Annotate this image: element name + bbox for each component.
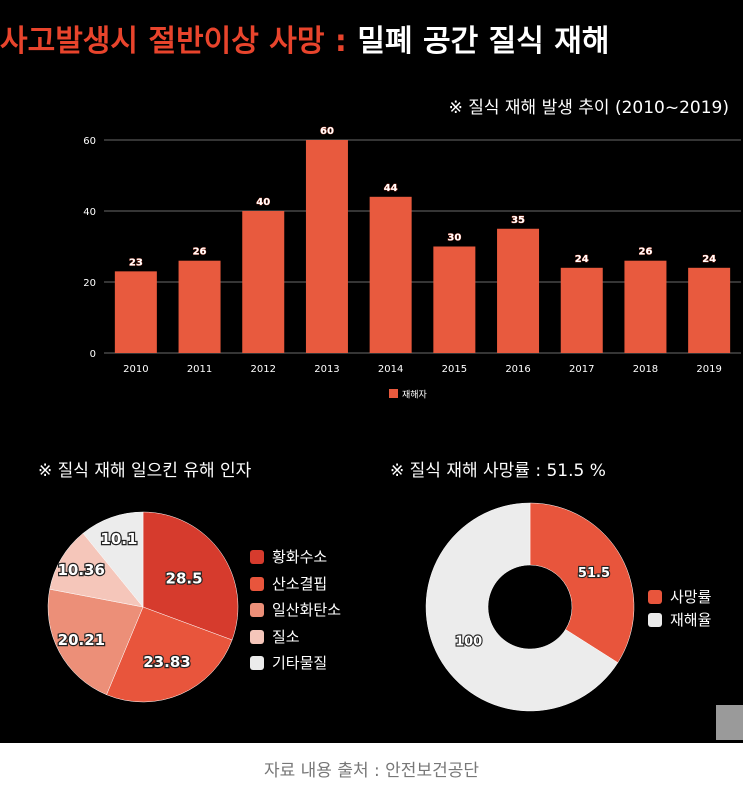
bar-value-label-2016: 35 <box>511 215 525 226</box>
charts-canvas: 0 20 40 60 23 2010 26 2011 40 2012 60 2013 44 2014 30 2… <box>47 126 741 712</box>
bar-legend-label: 재해자 <box>402 390 428 401</box>
x-tick-label-2016: 2016 <box>505 364 530 375</box>
bar-value-label-2010: 23 <box>129 257 143 268</box>
pie-legend-item-3-swatch <box>250 629 264 644</box>
donut-value-label-0: 51.5 <box>578 566 610 581</box>
pie-legend-item-0-swatch <box>250 550 264 564</box>
pie-value-label-3: 10.36 <box>57 561 104 579</box>
bar-value-label-2017: 24 <box>575 254 589 265</box>
bar-2017 <box>560 267 603 353</box>
x-tick-label-2012: 2012 <box>251 364 276 375</box>
pie-legend-item-1-swatch <box>250 576 264 591</box>
pie-value-label-0: 28.5 <box>166 569 203 587</box>
x-tick-label-2010: 2010 <box>123 364 148 375</box>
pie-slice-2 <box>47 588 144 696</box>
y-tick-label-2: 40 <box>83 207 96 218</box>
donut-slice-0 <box>529 502 635 664</box>
pie-slice-3 <box>49 532 144 608</box>
headline-white-part: 밀폐 공간 질식 재해 <box>357 24 610 59</box>
pie-legend-item-4-swatch <box>250 656 264 670</box>
pie-legend-item-2-label: 일산화탄소 <box>272 601 342 619</box>
donut-legend-item-0-swatch <box>648 590 662 604</box>
x-tick-label-2013: 2013 <box>314 364 339 375</box>
pie-slice-1 <box>106 606 233 703</box>
source-caption: 자료 내용 출처 : 안전보건공단 <box>263 761 480 781</box>
bar-2019 <box>688 267 731 353</box>
bar-value-label-2011: 26 <box>193 247 207 258</box>
y-tick-label-3: 60 <box>83 136 96 147</box>
bar-value-label-2014: 44 <box>384 183 398 194</box>
bar-value-label-2013: 60 <box>320 126 334 137</box>
bar-chart-title: ※ 질식 재해 발생 추이 (2010~2019) <box>448 98 729 118</box>
bar-2013 <box>305 140 348 353</box>
bar-2018 <box>624 260 667 353</box>
donut-legend-item-1-swatch <box>648 613 662 627</box>
y-tick-label-1: 20 <box>83 278 96 289</box>
bar-2010 <box>114 271 157 353</box>
pie-value-label-2: 20.21 <box>58 631 105 649</box>
bar-value-label-2012: 40 <box>256 197 270 208</box>
pie-chart-title: ※ 질식 재해 일으킨 유해 인자 <box>38 461 252 481</box>
x-tick-label-2014: 2014 <box>378 364 403 375</box>
headline: 사고발생시 절반이상 사망 : 밀폐 공간 질식 재해 <box>0 16 743 68</box>
bar-2016 <box>497 228 540 353</box>
bar-2012 <box>242 211 285 353</box>
x-tick-label-2011: 2011 <box>187 364 212 375</box>
pie-legend-item-2-swatch <box>250 603 264 617</box>
infographic-panel: 사고발생시 절반이상 사망 : 밀폐 공간 질식 재해 ※ 질식 재해 발생 추… <box>0 0 743 743</box>
bar-legend-swatch <box>389 389 398 398</box>
x-tick-label-2015: 2015 <box>442 364 467 375</box>
bar-2014 <box>369 196 412 353</box>
pie-slice-4 <box>82 511 144 608</box>
pie-legend-item-4-label: 기타물질 <box>272 654 328 672</box>
headline-red-part: 사고발생시 절반이상 사망 : <box>0 24 358 59</box>
pie-legend-item-1-label: 산소결핍 <box>272 574 328 593</box>
donut-slice-1 <box>425 502 619 712</box>
bar-2015 <box>433 246 476 353</box>
pie-value-label-1: 23.83 <box>143 653 190 671</box>
x-tick-label-2019: 2019 <box>696 364 721 375</box>
pie-value-label-4: 10.1 <box>100 530 137 548</box>
corner-square <box>716 705 743 740</box>
x-tick-label-2017: 2017 <box>569 364 594 375</box>
y-tick-label-0: 0 <box>90 349 96 360</box>
bar-2011 <box>178 260 221 353</box>
pie-legend-item-0-label: 황화수소 <box>272 548 328 566</box>
donut-legend-item-0-label: 사망률 <box>670 588 712 606</box>
donut-value-label-1: 100 <box>455 635 482 650</box>
bar-value-label-2018: 26 <box>638 247 652 258</box>
bar-value-label-2015: 30 <box>447 233 461 244</box>
donut-legend-item-1-label: 재해율 <box>670 611 712 629</box>
donut-chart-title: ※ 질식 재해 사망률 : 51.5 % <box>390 461 606 481</box>
x-tick-label-2018: 2018 <box>633 364 658 375</box>
pie-legend-item-3-label: 질소 <box>272 627 300 646</box>
bar-value-label-2019: 24 <box>702 254 716 265</box>
pie-slice-0 <box>142 511 239 641</box>
